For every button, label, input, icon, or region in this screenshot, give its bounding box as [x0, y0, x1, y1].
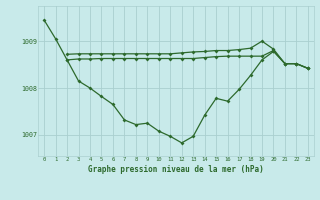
X-axis label: Graphe pression niveau de la mer (hPa): Graphe pression niveau de la mer (hPa)	[88, 165, 264, 174]
